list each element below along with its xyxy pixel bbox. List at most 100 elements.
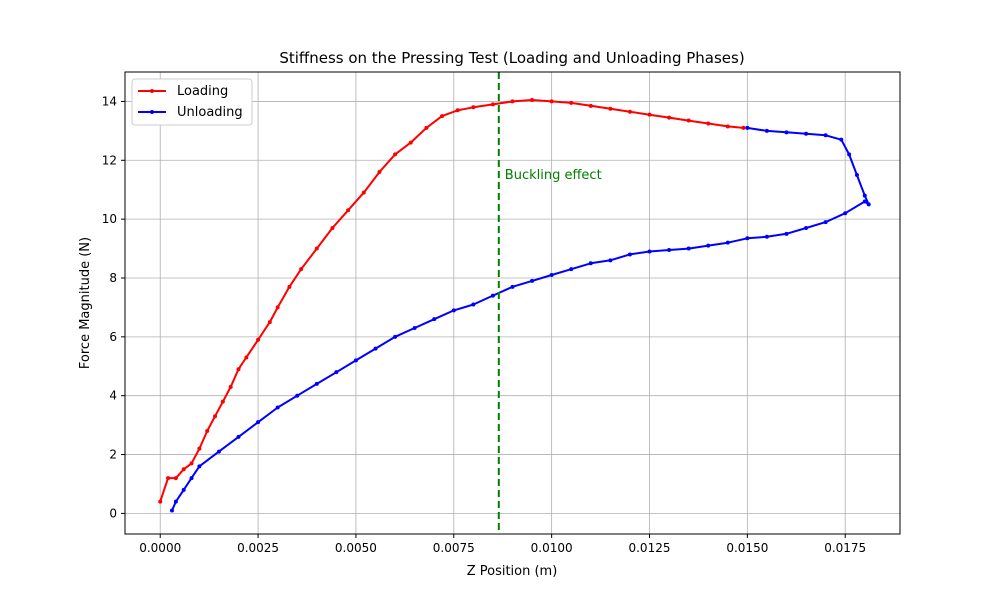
data-point-loading (706, 121, 711, 126)
data-point-unloading (275, 405, 280, 410)
data-point-loading (189, 461, 194, 466)
y-tick-label: 14 (102, 94, 117, 108)
data-point-loading (530, 97, 535, 102)
data-point-loading (256, 337, 261, 342)
data-point-loading (725, 124, 730, 129)
x-tick-label: 0.0025 (237, 541, 279, 555)
data-point-unloading (189, 476, 194, 481)
x-tick-label: 0.0175 (824, 541, 866, 555)
plot-frame (124, 71, 901, 535)
series-layer (158, 97, 871, 513)
data-point-loading (361, 190, 366, 195)
data-point-unloading (804, 131, 809, 136)
chart-title: Stiffness on the Pressing Test (Loading … (279, 49, 744, 67)
data-point-loading (549, 99, 554, 104)
data-point-loading (244, 355, 249, 360)
data-point-unloading (197, 464, 202, 469)
data-point-loading (267, 320, 272, 325)
data-point-loading (236, 367, 241, 372)
data-point-unloading (471, 302, 476, 307)
y-tick-label: 10 (102, 212, 117, 226)
data-point-unloading (216, 449, 221, 454)
data-point-unloading (569, 267, 574, 272)
data-point-unloading (866, 202, 871, 207)
x-tick-label: 0.0150 (726, 541, 768, 555)
data-point-unloading (764, 128, 769, 133)
data-point-unloading (393, 334, 398, 339)
x-ticks: 0.0000 0.0025 0.0050 0.0075 0.0100 0.0125 0.01… (139, 534, 866, 555)
legend: Loading Unloading (131, 78, 253, 126)
data-point-unloading (745, 236, 750, 241)
annotations: Buckling effect (497, 72, 602, 534)
legend-label-unloading: Unloading (177, 105, 243, 120)
data-point-loading (377, 170, 382, 175)
legend-marker-loading (150, 89, 154, 93)
data-point-loading (667, 115, 672, 120)
y-tick-label: 8 (109, 271, 117, 285)
data-point-unloading (686, 246, 691, 251)
x-tick-label: 0.0100 (531, 541, 573, 555)
data-point-unloading (334, 370, 339, 375)
data-point-loading (393, 152, 398, 157)
data-point-unloading (490, 293, 495, 298)
data-point-unloading (256, 420, 261, 425)
data-point-unloading (510, 284, 515, 289)
data-point-loading (205, 429, 210, 434)
y-tick-label: 4 (109, 389, 117, 403)
series-line-loading (159, 99, 744, 502)
data-point-unloading (706, 243, 711, 248)
data-point-loading (569, 100, 574, 105)
data-point-unloading (412, 326, 417, 331)
data-point-unloading (549, 273, 554, 278)
y-ticks: 0 2 4 6 8 10 12 14 (102, 94, 125, 520)
data-point-loading (510, 99, 515, 104)
data-point-unloading (784, 130, 789, 135)
data-point-unloading (647, 249, 652, 254)
data-point-loading (424, 125, 429, 130)
data-point-loading (440, 114, 445, 119)
data-point-loading (330, 225, 335, 230)
data-point-loading (173, 476, 178, 481)
x-tick-label: 0.0075 (433, 541, 475, 555)
data-point-loading (228, 384, 233, 389)
data-point-unloading (843, 211, 848, 216)
y-tick-label: 12 (102, 153, 117, 167)
legend-marker-unloading (150, 110, 154, 114)
data-point-loading (490, 102, 495, 107)
data-point-unloading (353, 358, 358, 363)
grid (125, 72, 900, 534)
data-point-loading (181, 467, 186, 472)
data-point-unloading (173, 499, 178, 504)
data-point-unloading (314, 381, 319, 386)
data-point-unloading (169, 508, 174, 513)
data-point-loading (627, 109, 632, 114)
data-point-loading (408, 140, 413, 145)
data-point-loading (275, 305, 280, 310)
data-point-unloading (745, 125, 750, 130)
plot-background (125, 72, 900, 534)
y-tick-label: 6 (109, 330, 117, 344)
data-point-loading (213, 414, 218, 419)
data-point-loading (220, 399, 225, 404)
data-point-loading (455, 108, 460, 113)
data-point-unloading (181, 487, 186, 492)
data-point-loading (471, 105, 476, 110)
y-tick-label: 0 (109, 506, 117, 520)
data-point-unloading (725, 240, 730, 245)
buckling-annotation: Buckling effect (505, 168, 602, 183)
data-point-unloading (862, 199, 867, 204)
data-point-unloading (839, 137, 844, 142)
data-point-loading (287, 284, 292, 289)
data-point-loading (158, 499, 163, 504)
data-point-unloading (295, 393, 300, 398)
data-point-loading (608, 106, 613, 111)
data-point-unloading (823, 220, 828, 225)
data-point-unloading (373, 346, 378, 351)
x-axis-title: Z Position (m) (467, 564, 558, 579)
data-point-unloading (862, 193, 867, 198)
data-point-loading (166, 476, 171, 481)
data-point-unloading (847, 152, 852, 157)
data-point-loading (686, 118, 691, 123)
data-point-loading (647, 112, 652, 117)
